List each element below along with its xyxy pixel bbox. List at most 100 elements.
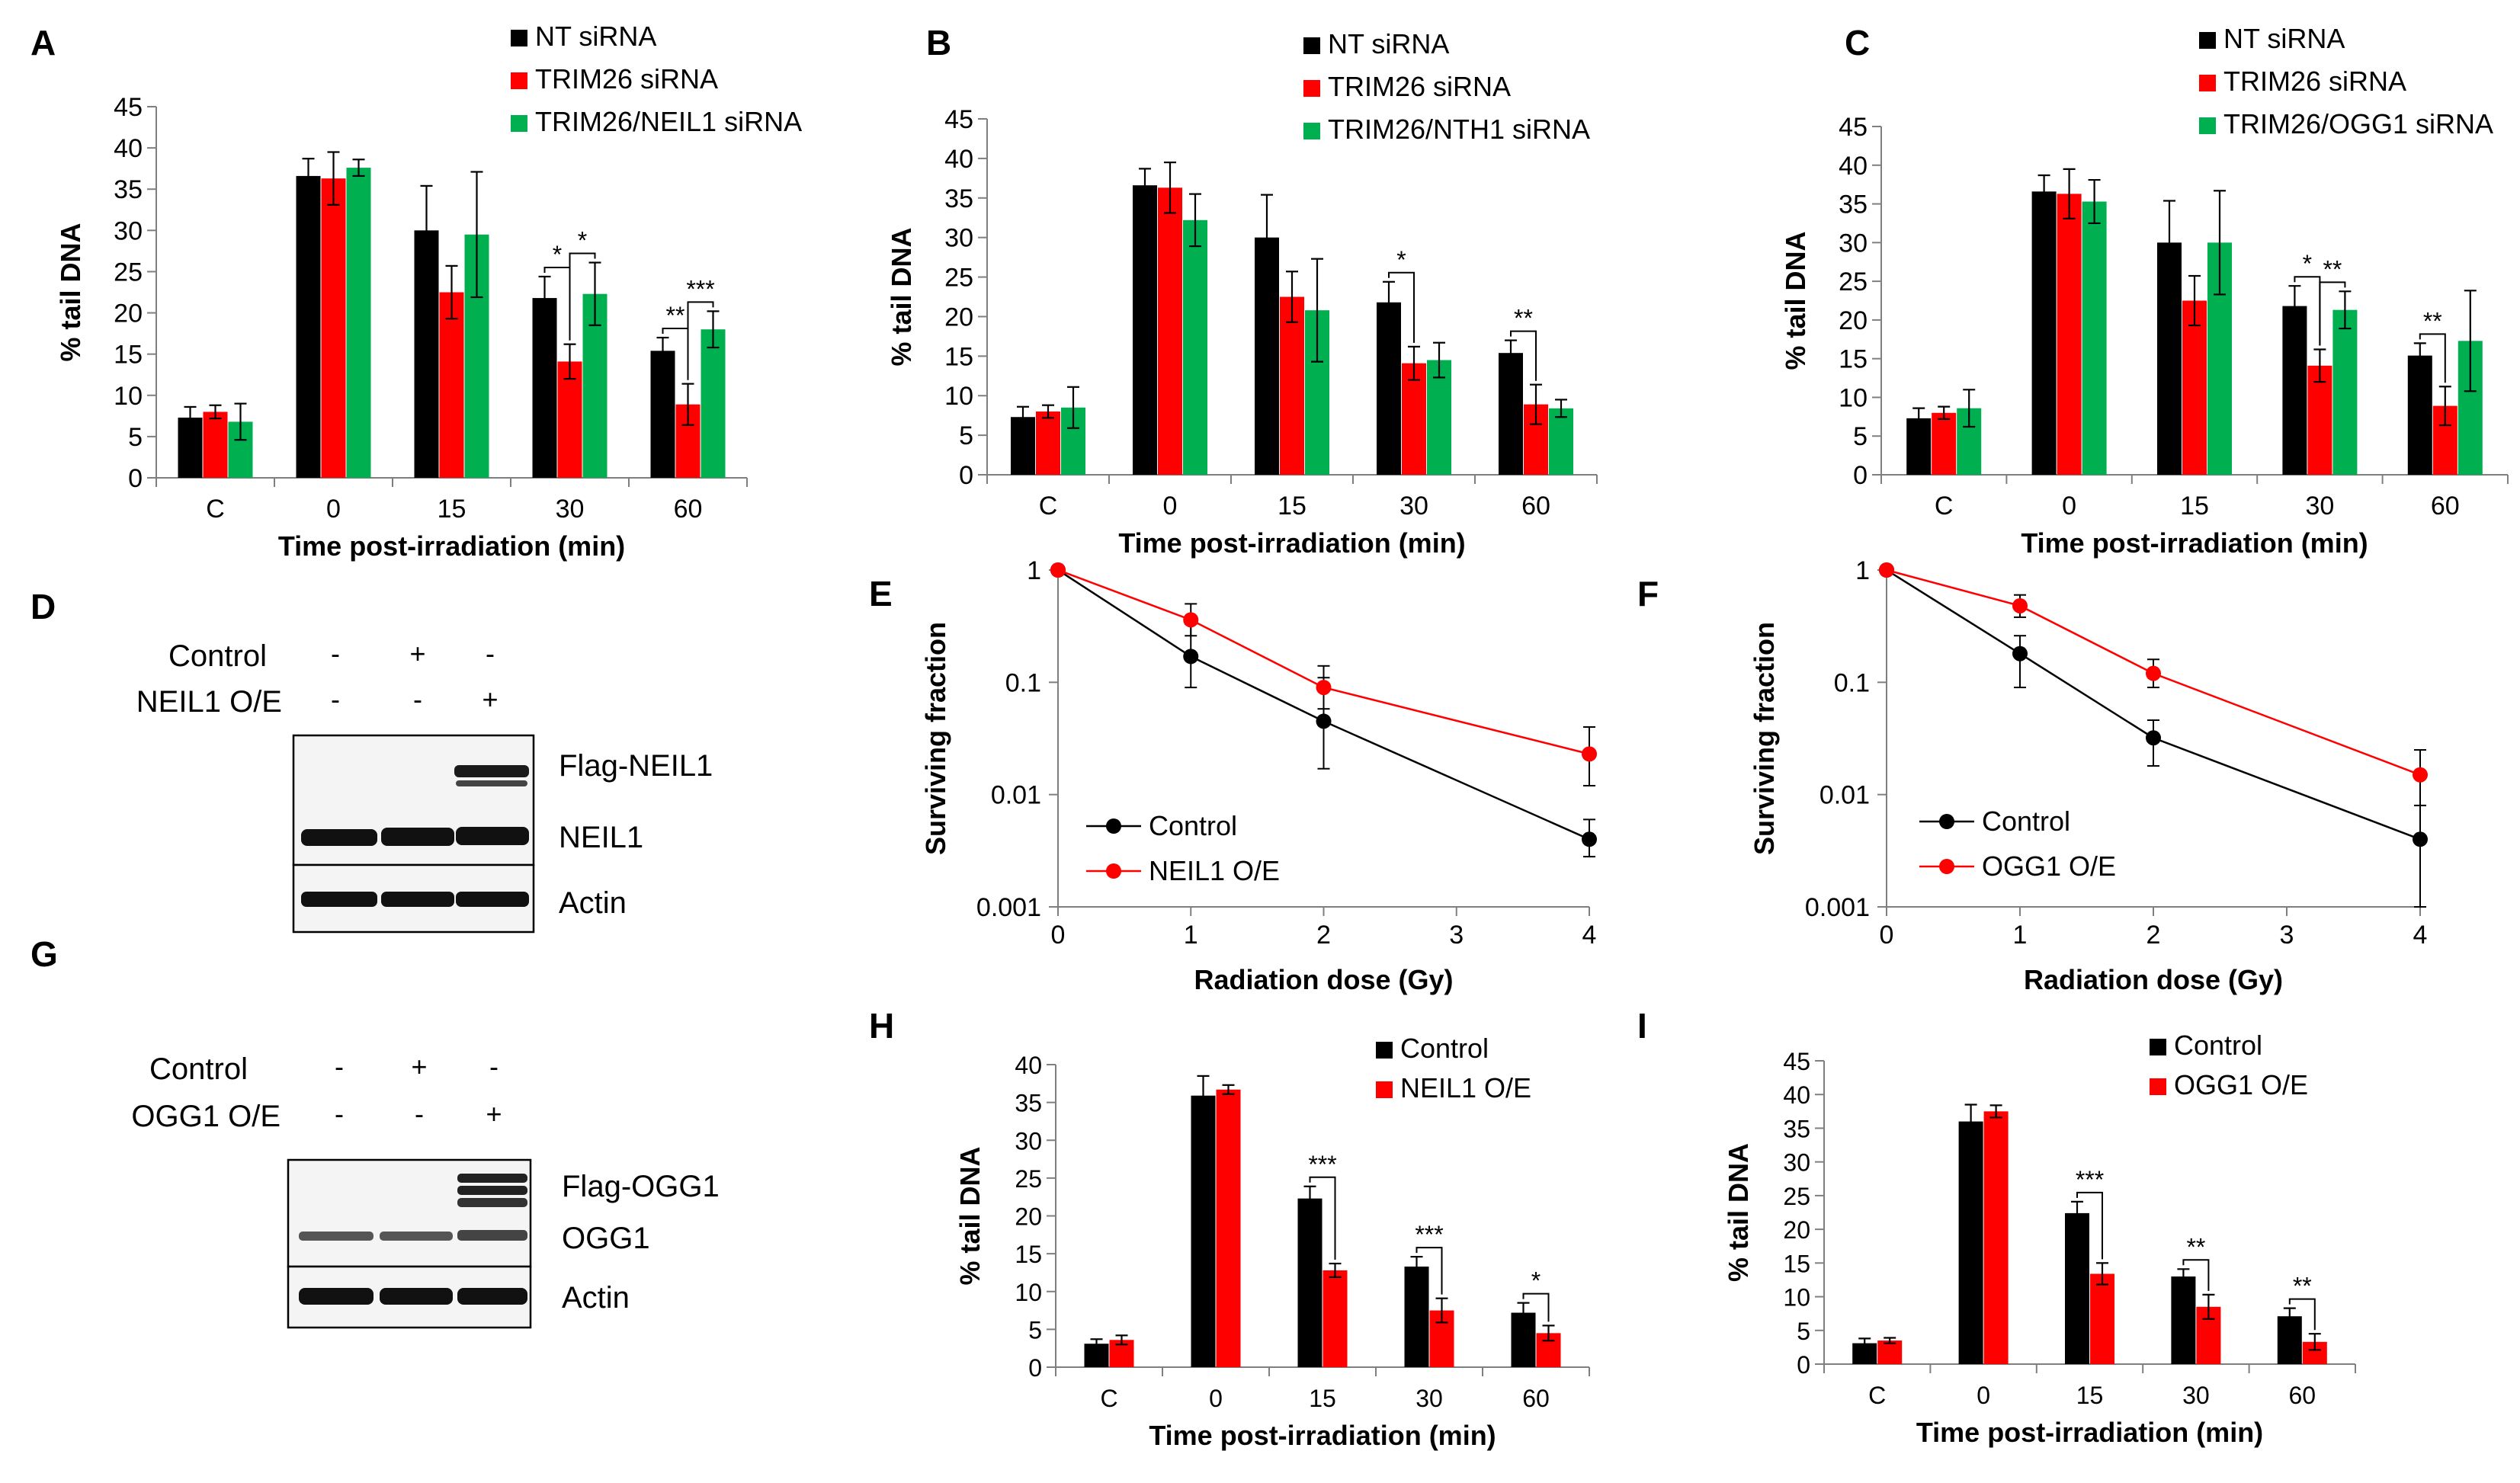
legend-label: TRIM26/OGG1 siRNA xyxy=(2223,108,2493,139)
y-tick-label: 1 xyxy=(1855,556,1870,585)
y-axis-title: % tail DNA xyxy=(886,227,917,366)
bar xyxy=(296,175,321,478)
blot-band-flag-neil1 xyxy=(456,780,527,786)
bar xyxy=(2182,300,2207,475)
significance-label: ** xyxy=(2293,1273,2312,1300)
y-tick-label: 35 xyxy=(114,175,143,204)
bar xyxy=(1932,412,1957,475)
legend-label: NT siRNA xyxy=(2223,23,2345,54)
y-tick-label: 10 xyxy=(1015,1279,1042,1306)
bar xyxy=(1499,353,1523,475)
data-point xyxy=(1879,562,1894,578)
y-tick-label: 25 xyxy=(944,264,973,293)
blot-band-neil1 xyxy=(381,828,454,846)
blot-g-sign: - xyxy=(335,1098,344,1129)
x-axis-title: Time post-irradiation (min) xyxy=(2021,527,2368,559)
blot-band-actin xyxy=(456,892,529,907)
blot-band-flag-ogg1 xyxy=(457,1174,527,1183)
bar xyxy=(2332,309,2358,475)
significance-label: ** xyxy=(666,302,685,329)
significance-bracket xyxy=(1510,330,1537,381)
legend-swatch xyxy=(1376,1042,1393,1059)
legend-label: Control xyxy=(2174,1030,2262,1061)
blot-band-flag-neil1 xyxy=(454,765,529,777)
y-tick-label: 0 xyxy=(1853,461,1868,490)
data-point xyxy=(1582,831,1597,847)
y-tick-label: 25 xyxy=(1015,1165,1042,1193)
y-tick-label: 25 xyxy=(1783,1183,1810,1210)
y-axis-title: Surviving fraction xyxy=(920,622,951,855)
bar xyxy=(2057,194,2082,475)
blot-band-neil1 xyxy=(456,827,529,845)
data-point xyxy=(2146,665,2161,681)
panel-letter-g: G xyxy=(30,934,58,974)
x-tick-label: 15 xyxy=(438,495,466,524)
y-tick-label: 10 xyxy=(1783,1284,1810,1312)
bar xyxy=(1280,296,1304,475)
x-tick-label: 60 xyxy=(1521,492,1550,520)
y-tick-label: 25 xyxy=(114,258,143,287)
data-point xyxy=(1582,746,1597,762)
data-point xyxy=(2413,831,2428,847)
panel-letter-d: D xyxy=(30,587,56,626)
x-tick-label: 1 xyxy=(1184,921,1198,950)
legend-swatch xyxy=(2199,117,2216,134)
blot-g-band-label: OGG1 xyxy=(562,1222,650,1255)
y-tick-label: 15 xyxy=(1015,1241,1042,1268)
legend-swatch xyxy=(1303,37,1320,54)
x-tick-label: 60 xyxy=(674,495,703,524)
y-tick-label: 0.1 xyxy=(1834,668,1870,697)
legend-label: NT siRNA xyxy=(535,21,656,52)
data-point xyxy=(2012,645,2028,661)
blot-d-band-label: NEIL1 xyxy=(559,821,643,854)
y-tick-label: 45 xyxy=(1839,113,1868,142)
blot-d-sign: - xyxy=(331,638,340,669)
bar xyxy=(1549,408,1573,475)
bar xyxy=(557,361,582,478)
x-tick-label: 60 xyxy=(1522,1385,1550,1412)
significance-bracket xyxy=(2419,333,2446,383)
data-point xyxy=(1183,649,1199,665)
significance-bracket xyxy=(2182,1259,2210,1291)
legend-label: TRIM26/NEIL1 siRNA xyxy=(535,106,802,137)
western-blot-g: Control OGG1 O/E - + - - - + Flag-OGG1 O… xyxy=(131,1051,720,1329)
data-point xyxy=(2012,597,2028,613)
x-tick-label: 1 xyxy=(2013,921,2028,950)
significance-bracket xyxy=(2288,1298,2316,1331)
x-tick-label: C xyxy=(1039,492,1058,520)
y-tick-label: 5 xyxy=(128,423,143,452)
blot-d-band-label: Flag-NEIL1 xyxy=(559,749,713,783)
x-axis-title: Time post-irradiation (min) xyxy=(1118,527,1465,559)
y-tick-label: 40 xyxy=(114,134,143,163)
y-tick-label: 0.001 xyxy=(976,893,1041,922)
y-axis-title: Surviving fraction xyxy=(1749,622,1780,855)
y-tick-label: 0 xyxy=(959,461,973,490)
significance-label: * xyxy=(1396,246,1406,274)
bar-chart-c: 0 5 10 15 20 25 30 35 40 45 C 0 15 30 60 Time post-irra… xyxy=(1780,23,2509,559)
bar-chart-a: 0 5 10 15 20 25 30 35 40 45 C 0 15 30 60 Time post-irra… xyxy=(55,21,802,562)
y-tick-label: 25 xyxy=(1839,267,1868,296)
blot-band-actin xyxy=(381,892,454,907)
x-tick-label: 30 xyxy=(2182,1382,2210,1409)
y-tick-label: 0 xyxy=(128,464,143,493)
blot-g-sign: - xyxy=(415,1098,424,1129)
series-line xyxy=(1057,569,1590,841)
y-tick-label: 1 xyxy=(1027,556,1041,585)
legend-marker xyxy=(1106,818,1121,834)
blot-g-sign: + xyxy=(411,1051,427,1082)
x-tick-label: 15 xyxy=(1309,1385,1336,1412)
panel-letter-i: I xyxy=(1637,1006,1647,1046)
y-tick-label: 5 xyxy=(1797,1318,1810,1345)
bar xyxy=(2065,1212,2089,1364)
y-tick-label: 40 xyxy=(944,145,973,174)
x-tick-label: C xyxy=(1100,1385,1117,1412)
blot-g-sign: - xyxy=(335,1051,344,1082)
x-axis-title: Radiation dose (Gy) xyxy=(2024,964,2283,995)
y-axis-title: % tail DNA xyxy=(1723,1143,1754,1282)
series-line xyxy=(1886,569,2421,841)
bar xyxy=(1427,360,1451,475)
blot-band-actin xyxy=(457,1288,527,1305)
blot-d-sign: + xyxy=(409,638,425,669)
significance-bracket xyxy=(687,301,714,380)
legend-swatch xyxy=(2199,75,2216,91)
